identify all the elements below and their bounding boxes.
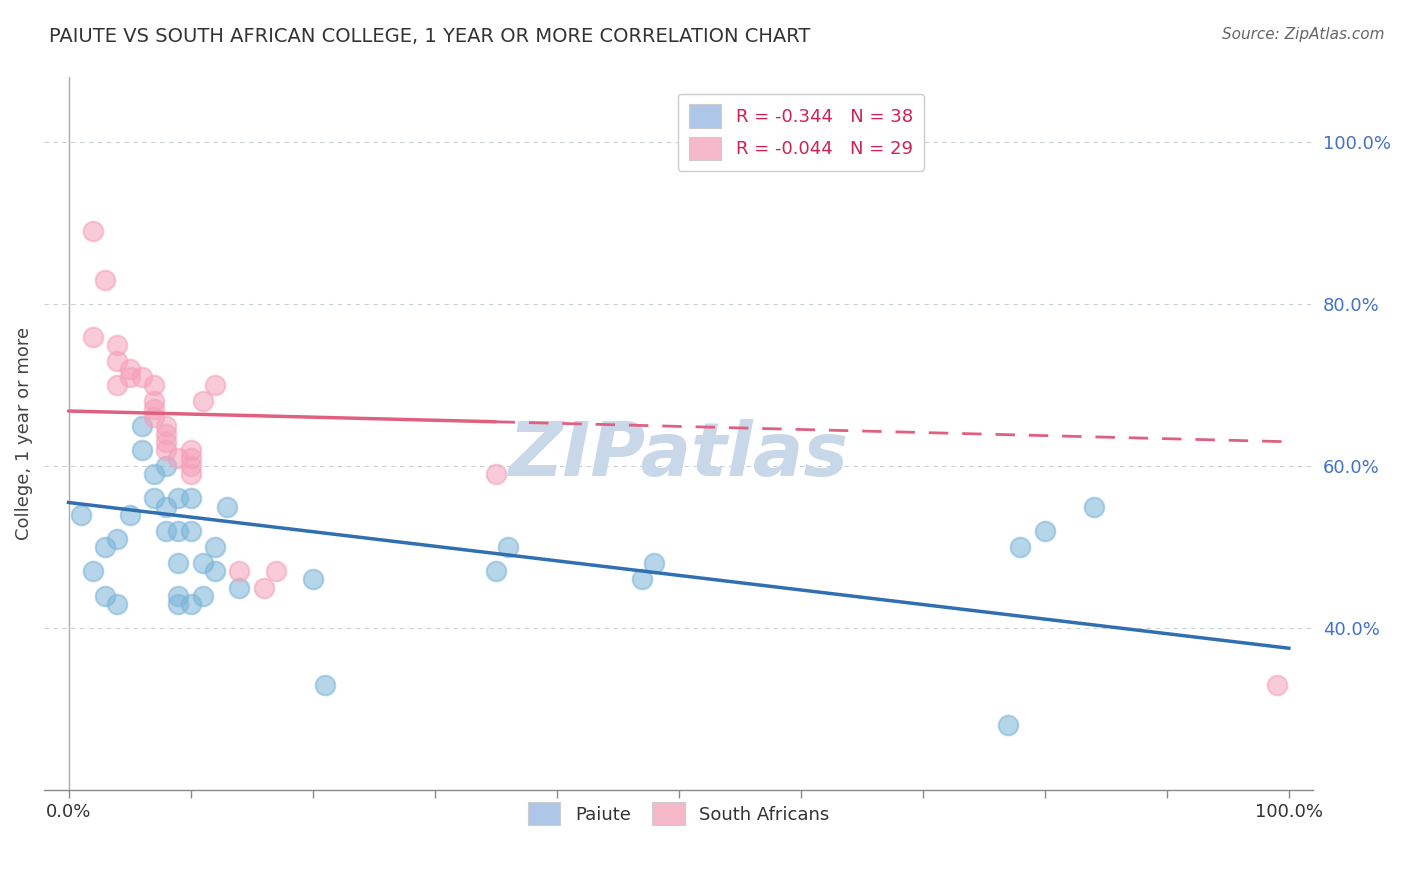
Point	[167, 491, 190, 506]
Point	[1010, 540, 1032, 554]
Point	[485, 467, 508, 482]
Y-axis label: College, 1 year or more: College, 1 year or more	[15, 327, 32, 541]
Point	[105, 353, 128, 368]
Point	[82, 224, 104, 238]
Point	[167, 450, 190, 465]
Point	[997, 718, 1019, 732]
Point	[155, 434, 177, 449]
Point	[180, 524, 202, 538]
Point	[142, 491, 165, 506]
Point	[142, 378, 165, 392]
Point	[142, 467, 165, 482]
Point	[204, 564, 226, 578]
Point	[204, 540, 226, 554]
Point	[228, 564, 250, 578]
Point	[155, 500, 177, 514]
Point	[191, 556, 214, 570]
Point	[217, 500, 239, 514]
Point	[105, 597, 128, 611]
Point	[155, 458, 177, 473]
Point	[94, 273, 117, 287]
Point	[155, 426, 177, 441]
Point	[118, 370, 141, 384]
Point	[82, 329, 104, 343]
Point	[204, 378, 226, 392]
Point	[155, 442, 177, 457]
Point	[180, 450, 202, 465]
Text: Source: ZipAtlas.com: Source: ZipAtlas.com	[1222, 27, 1385, 42]
Point	[105, 378, 128, 392]
Point	[167, 556, 190, 570]
Point	[167, 524, 190, 538]
Point	[105, 337, 128, 351]
Point	[142, 394, 165, 409]
Point	[118, 508, 141, 522]
Point	[180, 597, 202, 611]
Point	[82, 564, 104, 578]
Point	[142, 402, 165, 417]
Point	[264, 564, 287, 578]
Point	[1033, 524, 1056, 538]
Point	[228, 581, 250, 595]
Legend: Paiute, South Africans: Paiute, South Africans	[519, 793, 838, 834]
Point	[118, 362, 141, 376]
Point	[180, 442, 202, 457]
Point	[131, 418, 153, 433]
Point	[180, 467, 202, 482]
Point	[69, 508, 91, 522]
Point	[155, 418, 177, 433]
Point	[1265, 678, 1288, 692]
Point	[131, 442, 153, 457]
Point	[631, 573, 654, 587]
Point	[142, 410, 165, 425]
Point	[155, 524, 177, 538]
Point	[167, 589, 190, 603]
Point	[94, 540, 117, 554]
Text: PAIUTE VS SOUTH AFRICAN COLLEGE, 1 YEAR OR MORE CORRELATION CHART: PAIUTE VS SOUTH AFRICAN COLLEGE, 1 YEAR …	[49, 27, 811, 45]
Point	[131, 370, 153, 384]
Point	[643, 556, 665, 570]
Point	[301, 573, 323, 587]
Point	[180, 491, 202, 506]
Point	[1083, 500, 1105, 514]
Point	[253, 581, 276, 595]
Point	[496, 540, 519, 554]
Point	[180, 458, 202, 473]
Text: ZIPatlas: ZIPatlas	[509, 418, 849, 491]
Point	[191, 589, 214, 603]
Point	[167, 597, 190, 611]
Point	[485, 564, 508, 578]
Point	[191, 394, 214, 409]
Point	[94, 589, 117, 603]
Point	[314, 678, 336, 692]
Point	[105, 532, 128, 546]
